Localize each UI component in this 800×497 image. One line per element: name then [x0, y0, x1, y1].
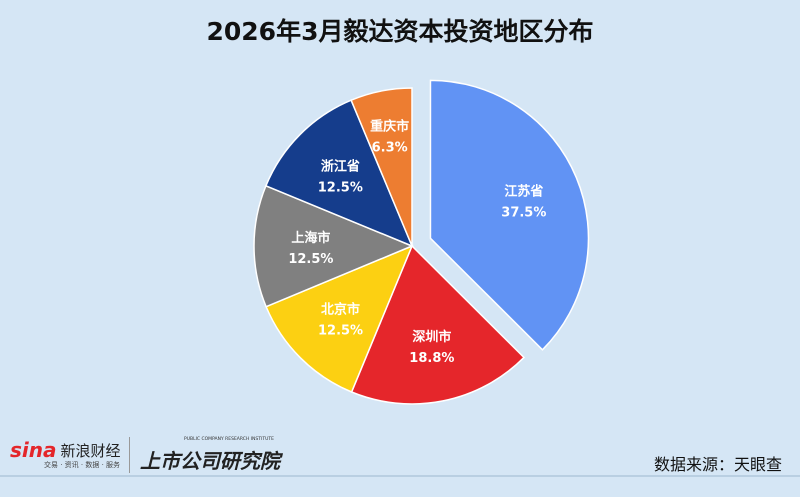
pie-slice-4 [264, 99, 414, 248]
slice-value-1: 18.8% [409, 351, 454, 366]
pie-slice-1 [350, 244, 526, 405]
pie-slice-3 [253, 184, 414, 308]
slice-value-2: 12.5% [318, 324, 363, 339]
slice-value-4: 12.5% [318, 181, 363, 196]
sina-tagline: 交易 · 资讯 · 数据 · 服务 [44, 461, 121, 469]
footer-divider [0, 475, 800, 477]
slice-value-3: 12.5% [288, 252, 333, 267]
sina-name: 新浪财经 [60, 441, 121, 460]
slice-value-0: 37.5% [501, 206, 546, 221]
chart-title: 2026年3月毅达资本投资地区分布 [206, 17, 594, 46]
sina-logo: sina [10, 438, 57, 462]
slice-label-2: 北京市 [321, 302, 360, 318]
slice-label-0: 江苏省 [504, 184, 543, 200]
pie-slice-0 [429, 79, 590, 351]
institute-name: 上市公司研究院 [140, 449, 280, 473]
slice-label-5: 重庆市 [370, 118, 409, 134]
slice-value-5: 6.3% [372, 140, 408, 155]
institute-logo: PUBLIC COMPANY RESEARCH INSTITUTE 上市公司研究… [140, 437, 280, 474]
data-source: 数据来源：天眼查 [653, 455, 782, 474]
logo-divider [129, 437, 130, 473]
slice-label-4: 浙江省 [321, 159, 360, 175]
sina-finance-logo: sina 新浪财经 交易 · 资讯 · 数据 · 服务 [10, 438, 121, 469]
slice-label-1: 深圳市 [412, 329, 451, 345]
pie-slice-2 [265, 244, 414, 393]
slice-label-3: 上海市 [291, 230, 330, 246]
institute-en: PUBLIC COMPANY RESEARCH INSTITUTE [184, 437, 274, 442]
pie-slice-5 [350, 87, 413, 247]
